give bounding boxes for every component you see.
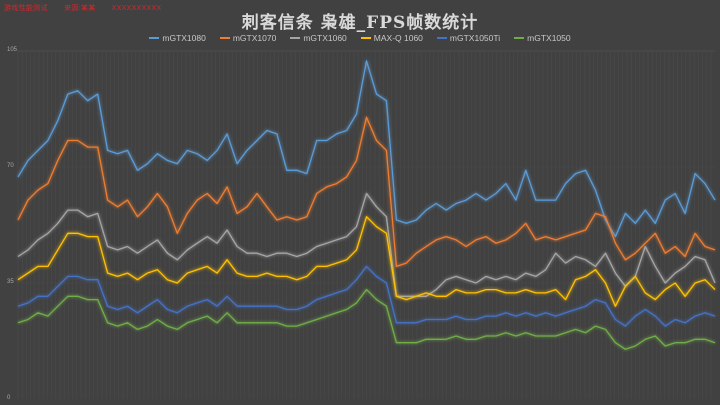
legend-item-maxq1060: MAX-Q 1060 xyxy=(360,33,423,43)
series-line-mgtx1050 xyxy=(17,288,716,350)
y-tick-0: 0 xyxy=(7,395,11,401)
y-tick-105: 105 xyxy=(7,47,18,53)
series-line-mgtx1050ti xyxy=(17,265,716,327)
legend-swatch-icon xyxy=(149,37,160,39)
legend-item-mgtx1050: mGTX1050 xyxy=(514,33,571,43)
legend-item-mgtx1080: mGTX1080 xyxy=(149,33,206,43)
series-line-mgtx1070 xyxy=(17,116,716,268)
gridlines xyxy=(17,50,715,399)
legend-item-mgtx1070: mGTX1070 xyxy=(219,33,276,43)
legend-swatch-icon xyxy=(514,37,525,39)
watermark-text-1: 游戏性能测试 xyxy=(4,5,48,12)
watermark-text-2: 来源:某某 xyxy=(64,5,96,12)
legend-swatch-icon xyxy=(360,37,371,39)
legend-item-mgtx1050ti: mGTX1050Ti xyxy=(436,33,500,43)
watermark-text-3: XXXXXXXXXX xyxy=(111,5,162,12)
watermark: 游戏性能测试 来源:某某 XXXXXXXXXX xyxy=(4,3,175,13)
series-line-mgtx1080 xyxy=(17,60,716,238)
y-tick-70: 70 xyxy=(7,163,14,169)
legend-swatch-icon xyxy=(290,37,301,39)
series-line-maxq1060 xyxy=(17,216,716,307)
chart-title: 刺客信条 枭雄_FPS帧数统计 xyxy=(241,13,479,33)
chart-legend: mGTX1080 mGTX1070 mGTX1060 MAX-Q 1060 mG… xyxy=(0,33,720,43)
legend-swatch-icon xyxy=(436,37,447,39)
series-line-mgtx1060 xyxy=(17,192,716,297)
y-tick-35: 35 xyxy=(7,279,14,285)
legend-item-mgtx1060: mGTX1060 xyxy=(290,33,347,43)
legend-swatch-icon xyxy=(219,37,230,39)
series-lines xyxy=(17,60,716,350)
